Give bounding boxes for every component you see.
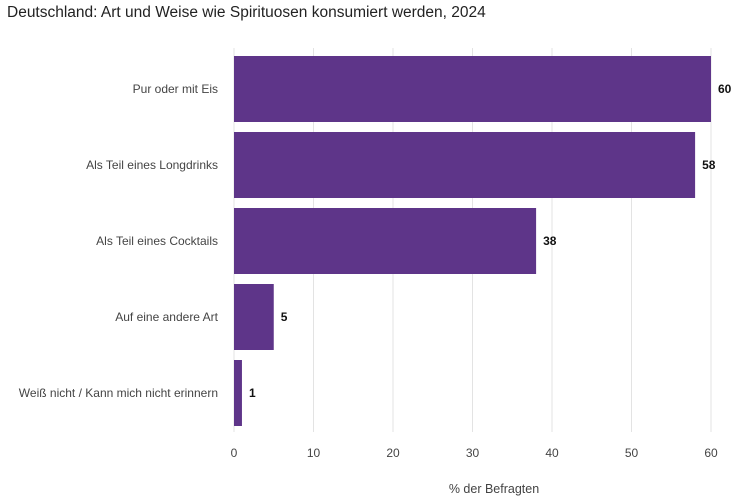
x-tick-label: 10 xyxy=(307,446,321,460)
value-label: 5 xyxy=(281,310,288,324)
x-tick-label: 20 xyxy=(386,446,400,460)
x-tick-label: 40 xyxy=(545,446,559,460)
value-label: 38 xyxy=(543,234,557,248)
x-tick-label: 30 xyxy=(466,446,480,460)
category-labels: Pur oder mit Eis Als Teil eines Longdrink… xyxy=(19,82,219,400)
bar xyxy=(234,132,696,198)
category-label: Auf eine andere Art xyxy=(115,310,218,324)
x-tick-label: 50 xyxy=(625,446,639,460)
x-tick-label: 0 xyxy=(231,446,238,460)
bars xyxy=(234,56,711,426)
bar xyxy=(234,284,274,350)
category-label: Als Teil eines Cocktails xyxy=(96,234,218,248)
x-tick-labels: 0 10 20 30 40 50 60 xyxy=(231,446,718,460)
category-label: Als Teil eines Longdrinks xyxy=(86,158,218,172)
value-label: 60 xyxy=(718,82,732,96)
value-labels: 60 58 38 5 1 xyxy=(249,82,732,400)
bar xyxy=(234,360,242,426)
x-axis-title: % der Befragten xyxy=(449,482,539,496)
bar xyxy=(234,208,537,274)
category-label: Weiß nicht / Kann mich nicht erinnern xyxy=(19,386,218,400)
category-label: Pur oder mit Eis xyxy=(133,82,218,96)
x-tick-label: 60 xyxy=(704,446,718,460)
value-label: 1 xyxy=(249,386,256,400)
chart-title: Deutschland: Art und Weise wie Spirituos… xyxy=(7,4,486,21)
bar xyxy=(234,56,711,122)
value-label: 58 xyxy=(702,158,716,172)
